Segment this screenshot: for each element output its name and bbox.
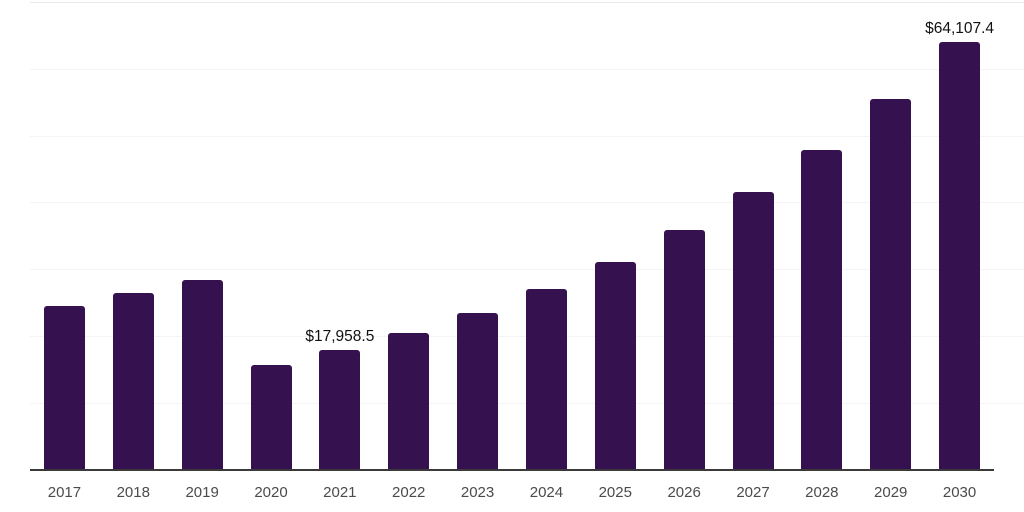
bar-2026 xyxy=(663,230,705,470)
x-tick-2024: 2024 xyxy=(529,484,564,501)
x-tick-2023: 2023 xyxy=(460,484,495,501)
x-tick-2022: 2022 xyxy=(392,484,426,501)
x-tick-2018: 2018 xyxy=(116,484,150,501)
x-tick-2021: 2021 xyxy=(323,484,357,501)
bar-2021 xyxy=(319,350,361,470)
bar-2017 xyxy=(43,306,85,470)
bar-2029 xyxy=(870,98,912,470)
bar-2018 xyxy=(112,293,154,470)
bar-2027 xyxy=(732,192,774,470)
bar-2024 xyxy=(525,289,567,470)
bar-2023 xyxy=(457,313,499,470)
bar-2019 xyxy=(181,279,223,470)
bar-2030 xyxy=(939,41,981,470)
bar-2028 xyxy=(801,150,843,470)
x-axis-line xyxy=(30,469,994,471)
gridline-60000 xyxy=(30,68,1024,70)
x-tick-2017: 2017 xyxy=(47,484,82,501)
x-tick-2030: 2030 xyxy=(942,484,977,501)
bar-2022 xyxy=(388,333,430,470)
x-tick-2028: 2028 xyxy=(805,484,839,501)
x-tick-2029: 2029 xyxy=(874,484,908,501)
value-label-2030: $64,107.4 xyxy=(925,19,995,37)
x-tick-2025: 2025 xyxy=(598,484,632,501)
value-label-2021: $17,958.5 xyxy=(305,328,375,346)
x-tick-2026: 2026 xyxy=(667,484,701,501)
x-tick-2020: 2020 xyxy=(254,484,288,501)
bar-2025 xyxy=(594,262,636,470)
x-tick-2019: 2019 xyxy=(185,484,219,501)
bar-2020 xyxy=(250,365,292,470)
gridline-70000 xyxy=(30,2,1024,3)
x-tick-2027: 2027 xyxy=(736,484,770,501)
